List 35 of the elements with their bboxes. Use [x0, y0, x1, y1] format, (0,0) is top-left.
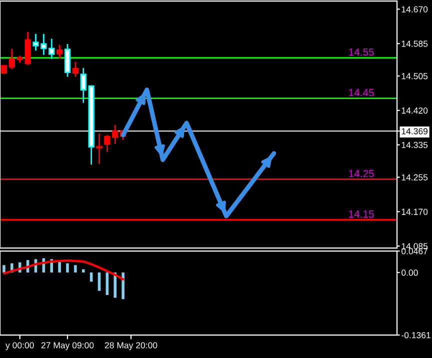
- ref-line-label: 14.15: [349, 210, 374, 218]
- x-tick-label: 28 May 20:00: [104, 342, 158, 350]
- y-tick-label: 14.335: [402, 142, 428, 148]
- y-tick-label: 0.00: [402, 270, 418, 276]
- candlestick: [8, 48, 15, 70]
- candlestick: [56, 44, 63, 60]
- bar: [66, 263, 69, 272]
- y-tick-label: 14.170: [402, 208, 428, 215]
- ref-line-label: 14.25: [349, 170, 374, 178]
- bar: [74, 265, 77, 272]
- candlestick: [96, 132, 102, 165]
- y-tick-label: -0.1361: [402, 332, 430, 338]
- bar: [98, 272, 101, 291]
- y-tick-label: 14.420: [402, 107, 428, 114]
- x-tick-label: 27 May 09:00: [41, 342, 94, 350]
- bar: [82, 269, 85, 272]
- y-tick-label: 14.369: [402, 128, 428, 134]
- y-tick-label: 14.255: [402, 174, 428, 180]
- y-tick-label: 14.670: [402, 6, 428, 12]
- ref-line-label: 14.55: [349, 48, 374, 56]
- x-tick-label: y 00:00: [6, 342, 34, 350]
- ref-line-label: 14.45: [349, 88, 374, 96]
- line-series: [2, 259, 124, 280]
- candlestick: [48, 38, 55, 60]
- candlestick: [72, 61, 79, 78]
- y-tick-label: 14.505: [402, 73, 428, 80]
- y-tick-label: 14.085: [402, 243, 428, 250]
- y-tick-label: 14.585: [402, 40, 428, 47]
- bar: [114, 272, 117, 298]
- y-tick-label: 0.0467: [402, 248, 428, 254]
- candlestick: [64, 43, 71, 78]
- bar: [106, 272, 109, 295]
- bar: [122, 272, 124, 300]
- line-series: [120, 88, 276, 218]
- bar: [2, 265, 6, 272]
